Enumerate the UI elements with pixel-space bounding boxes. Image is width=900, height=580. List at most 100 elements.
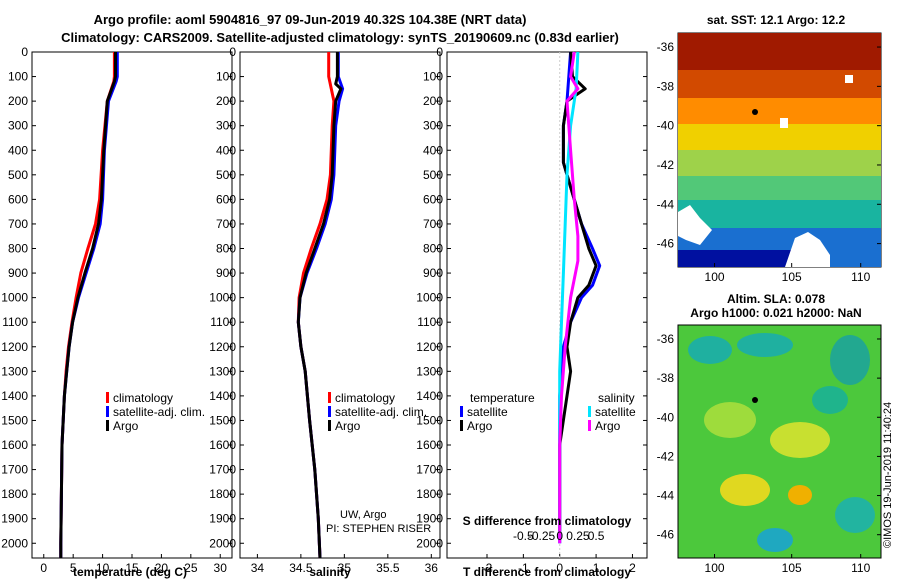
depth-tick-label: 300	[423, 119, 443, 133]
depth-tick-label: 1000	[209, 291, 236, 305]
depth-tick-label: 1100	[417, 315, 443, 329]
sla-blob	[757, 528, 793, 552]
depth-tick-label: 2000	[1, 536, 28, 550]
map-y-tick-label: -44	[657, 489, 675, 503]
x-tick-label: 10	[96, 561, 110, 575]
x-tick-label: 15	[125, 561, 139, 575]
depth-tick-label: 600	[8, 192, 28, 206]
sla-blob	[830, 335, 870, 385]
legend-label: Argo	[335, 419, 361, 433]
salinity-panel-frame	[239, 51, 441, 559]
map-y-tick-label: -38	[657, 79, 675, 93]
s-tick-label: -0.5	[513, 529, 534, 543]
depth-tick-label: 100	[8, 70, 28, 84]
depth-tick-label: 1400	[416, 389, 443, 403]
sst-band	[678, 124, 881, 152]
s-tick-label: 0.25	[566, 529, 590, 543]
sla-blob	[704, 402, 756, 438]
t-difference-axis-label: T difference from climatology	[463, 565, 631, 579]
map-x-tick-label: 110	[851, 270, 870, 284]
series-argo	[59, 52, 117, 558]
legend-label: Argo	[595, 419, 621, 433]
depth-tick-label: 400	[8, 143, 28, 157]
legend-swatch-s-argo	[588, 420, 591, 431]
land-mask	[785, 232, 830, 267]
depth-tick-label: 500	[8, 168, 28, 182]
legend-label: climatology	[113, 391, 173, 405]
depth-tick-label: 1800	[209, 487, 236, 501]
sla-blob	[788, 485, 812, 505]
depth-tick-label: 600	[423, 192, 443, 206]
depth-tick-label: 300	[216, 119, 236, 133]
depth-tick-label: 1400	[1, 389, 28, 403]
depth-tick-label: 700	[8, 217, 28, 231]
temperature-axis-label: temperature (deg C)	[73, 565, 187, 579]
legend-title-salinity: salinity	[598, 391, 635, 405]
depth-tick-label: 1700	[209, 463, 236, 477]
depth-tick-label: 1200	[1, 340, 28, 354]
salinity-legend: climatology satellite-adj. clim. Argo	[328, 391, 427, 433]
depth-tick-label: 2000	[209, 536, 236, 550]
temperature-legend: climatology satellite-adj. clim. Argo	[106, 391, 205, 433]
sla-blob	[737, 333, 793, 357]
salinity-axis-label: salinity	[309, 565, 351, 579]
depth-tick-label: 600	[216, 192, 236, 206]
sst-band	[678, 250, 798, 267]
legend-swatch-satellite	[106, 406, 109, 417]
depth-tick-label: 500	[216, 168, 236, 182]
series-argo	[296, 52, 343, 559]
x-tick-label: 20	[155, 561, 169, 575]
depth-tick-label: 1000	[416, 291, 443, 305]
sla-blob	[688, 336, 732, 364]
depth-tick-label: 1800	[416, 487, 443, 501]
annotation-line-1: UW, Argo	[340, 509, 386, 521]
annotation-line-2: PI: STEPHEN RISER	[326, 523, 431, 535]
x-tick-label: 0	[40, 561, 47, 575]
argo-position-marker	[752, 109, 758, 115]
x-tick-label: 35.5	[376, 561, 400, 575]
depth-tick-label: 1500	[416, 413, 443, 427]
series-t-argo	[558, 51, 598, 531]
depth-tick-label: 1300	[209, 364, 236, 378]
series-satellite-adj-clim-	[59, 52, 119, 558]
sst-map-ticks: 100 105 110 -36 -38 -40 -42 -44 -46	[657, 40, 881, 284]
sla-blob	[770, 422, 830, 458]
difference-panel-frame	[446, 51, 648, 559]
s-tick-label: 0.5	[588, 529, 605, 543]
legend-title-temperature: temperature	[470, 391, 535, 405]
depth-tick-label: 1100	[2, 315, 28, 329]
land-mask	[780, 118, 788, 128]
map-y-tick-label: -36	[657, 332, 675, 346]
legend-swatch-satellite	[328, 406, 331, 417]
legend-swatch-argo	[328, 420, 331, 431]
depth-tick-label: 0	[436, 45, 443, 59]
sst-band	[678, 150, 881, 178]
depth-tick-label: 500	[423, 168, 443, 182]
imos-stamp: ©IMOS 19-Jun-2019 11:40:24	[882, 402, 894, 548]
x-tick-label: -1	[518, 561, 529, 575]
depth-tick-label: 1600	[209, 438, 236, 452]
sla-map-title-2: Argo h1000: 0.021 h2000: NaN	[690, 306, 861, 320]
map-y-tick-label: -36	[657, 40, 675, 54]
legend-label: satellite	[467, 405, 508, 419]
x-tick-label: 35	[338, 561, 352, 575]
sla-blob	[812, 386, 848, 414]
legend-label: satellite-adj. clim.	[335, 405, 427, 419]
legend-label: satellite-adj. clim.	[113, 405, 205, 419]
depth-tick-label: 900	[8, 266, 28, 280]
depth-tick-label: 200	[423, 94, 443, 108]
map-x-tick-label: 100	[705, 270, 725, 284]
s-tick-label: 0	[556, 529, 563, 543]
depth-tick-label: 1900	[416, 512, 443, 526]
depth-tick-label: 1600	[1, 438, 28, 452]
sla-map	[677, 324, 882, 559]
depth-tick-label: 800	[8, 242, 28, 256]
land-mask	[845, 75, 853, 83]
depth-tick-label: 2000	[416, 536, 443, 550]
legend-label: climatology	[335, 391, 395, 405]
map-y-tick-label: -46	[657, 528, 675, 542]
depth-tick-label: 800	[216, 242, 236, 256]
map-x-tick-label: 110	[851, 561, 870, 575]
legend-swatch-s-satellite	[588, 406, 591, 417]
